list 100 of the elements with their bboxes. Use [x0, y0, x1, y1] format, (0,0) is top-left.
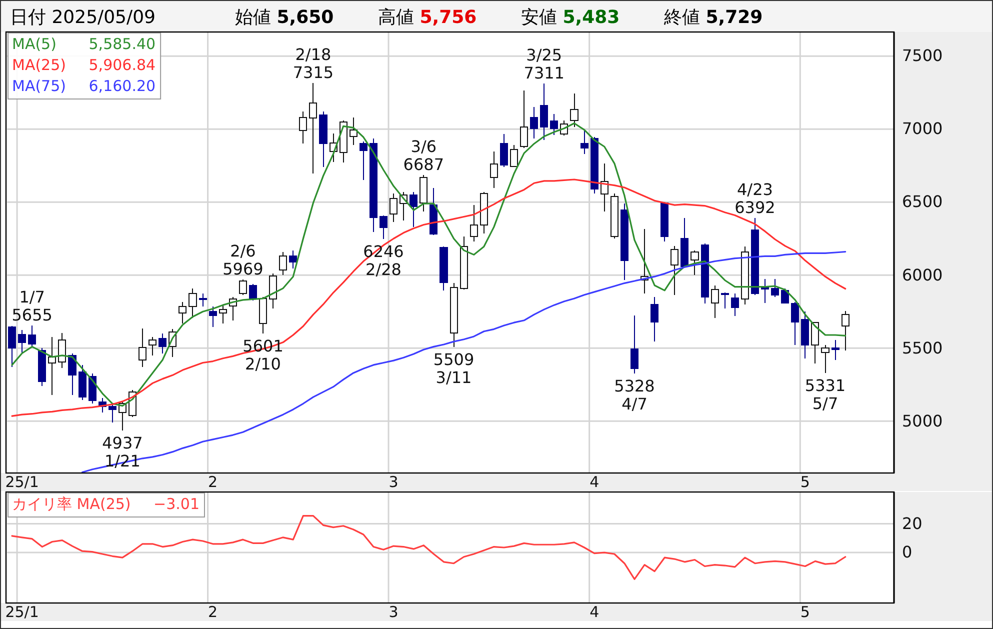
y-tick-label: 5500: [902, 338, 943, 358]
y-tick-label: 20: [902, 514, 922, 533]
candlestick: [630, 314, 639, 374]
candlestick: [771, 278, 780, 298]
candlestick: [28, 325, 36, 346]
annotation: 2/6 5969: [222, 242, 264, 279]
candlestick: [700, 243, 709, 304]
candlestick: [520, 90, 528, 149]
candlestick: [88, 373, 96, 404]
candlestick: [470, 204, 478, 242]
candlestick: [540, 83, 548, 141]
candlestick: [821, 344, 830, 374]
y-tick-label: 0: [902, 542, 912, 562]
text: MA(25) 5,906.84: [12, 56, 156, 74]
candlestick: [390, 192, 398, 222]
candlestick: [610, 192, 618, 240]
chart-title: 日付 2025/05/09: [10, 7, 156, 28]
candlestick: [58, 332, 66, 368]
text: 終値 5,729: [663, 7, 763, 28]
annotation: 3/6 6687: [403, 136, 444, 174]
candlestick: [188, 288, 197, 319]
x-tick-label: 5: [800, 603, 810, 621]
candlestick: [78, 364, 86, 400]
annotation: 4/23 6392: [734, 180, 776, 217]
candlestick: [309, 82, 318, 174]
candlestick: [841, 310, 850, 352]
candlestick: [730, 292, 739, 317]
x-tick-label: 4: [590, 603, 600, 621]
candlestick: [218, 304, 227, 324]
candlestick: [138, 328, 147, 368]
y-tick-label: 6500: [902, 192, 943, 212]
candlestick: [410, 191, 418, 228]
candlestick: [108, 403, 116, 424]
candlestick: [248, 283, 257, 302]
candlestick: [148, 336, 157, 356]
candlestick: [710, 284, 719, 319]
candlestick: [550, 113, 558, 136]
candlestick: [500, 134, 508, 168]
x-tick-label: 2: [208, 603, 218, 621]
annotation: 5331 5/7: [804, 376, 846, 413]
candlestick: [369, 138, 378, 233]
candlestick: [208, 306, 217, 328]
candlestick: [299, 111, 308, 144]
candlestick: [339, 120, 348, 164]
candlestick: [359, 141, 368, 181]
y-tick-label: 7500: [902, 46, 943, 66]
candlestick: [750, 217, 759, 296]
candlestick: [178, 302, 187, 324]
candlestick: [740, 246, 749, 305]
candlestick: [259, 296, 268, 334]
candlestick: [460, 236, 468, 290]
candlestick: [781, 288, 790, 304]
x-tick-label: 4: [590, 473, 600, 491]
line-series: [11, 514, 846, 580]
annotation: 5328 4/7: [614, 376, 655, 414]
candlestick: [440, 246, 448, 291]
candlestick: [8, 326, 16, 368]
candlestick: [68, 352, 76, 396]
candlestick: [38, 348, 46, 387]
text: 始値 5,650: [235, 7, 334, 28]
candlestick: [680, 218, 689, 267]
candlestick: [319, 111, 328, 168]
candlestick: [590, 136, 598, 194]
annotation: 2/18 7315: [292, 45, 334, 82]
candlestick: [510, 144, 518, 168]
x-tick-label: 3: [388, 473, 398, 491]
candlestick: [811, 321, 820, 364]
y-tick-label: 7000: [902, 119, 943, 138]
candlestick: [158, 333, 167, 354]
candlestick: [450, 282, 458, 348]
candlestick: [650, 296, 659, 342]
candlestick: [720, 292, 729, 310]
candlestick: [279, 251, 288, 276]
candlestick: [530, 106, 538, 140]
annotation: 3/25 7311: [524, 46, 564, 83]
candlestick: [801, 311, 810, 359]
candlestick: [600, 162, 608, 212]
candlestick: [430, 188, 438, 236]
candlestick: [480, 191, 488, 234]
y-tick-label: 5000: [902, 411, 943, 430]
text: MA(5) 5,585.40: [12, 35, 156, 53]
candlestick: [238, 279, 247, 296]
candlestick: [490, 151, 498, 189]
candlestick: [289, 250, 298, 270]
line-series: [11, 178, 846, 417]
candlestick: [48, 336, 56, 396]
x-tick-label: 5: [800, 473, 810, 491]
candlestick: [831, 340, 840, 360]
text: 高値 5,756: [378, 7, 477, 28]
candlestick: [18, 329, 26, 354]
text: MA(75) 6,160.20: [12, 77, 156, 95]
candlestick: [660, 202, 669, 242]
candlestick: [198, 292, 207, 308]
y-tick-label: 6000: [902, 265, 943, 284]
candlestick: [420, 174, 428, 212]
candlestick: [580, 129, 588, 154]
annotation: 5509 3/11: [433, 350, 474, 387]
candlestick: [620, 203, 628, 281]
x-tick-label: 25/1: [5, 603, 39, 621]
candlestick: [349, 116, 358, 146]
